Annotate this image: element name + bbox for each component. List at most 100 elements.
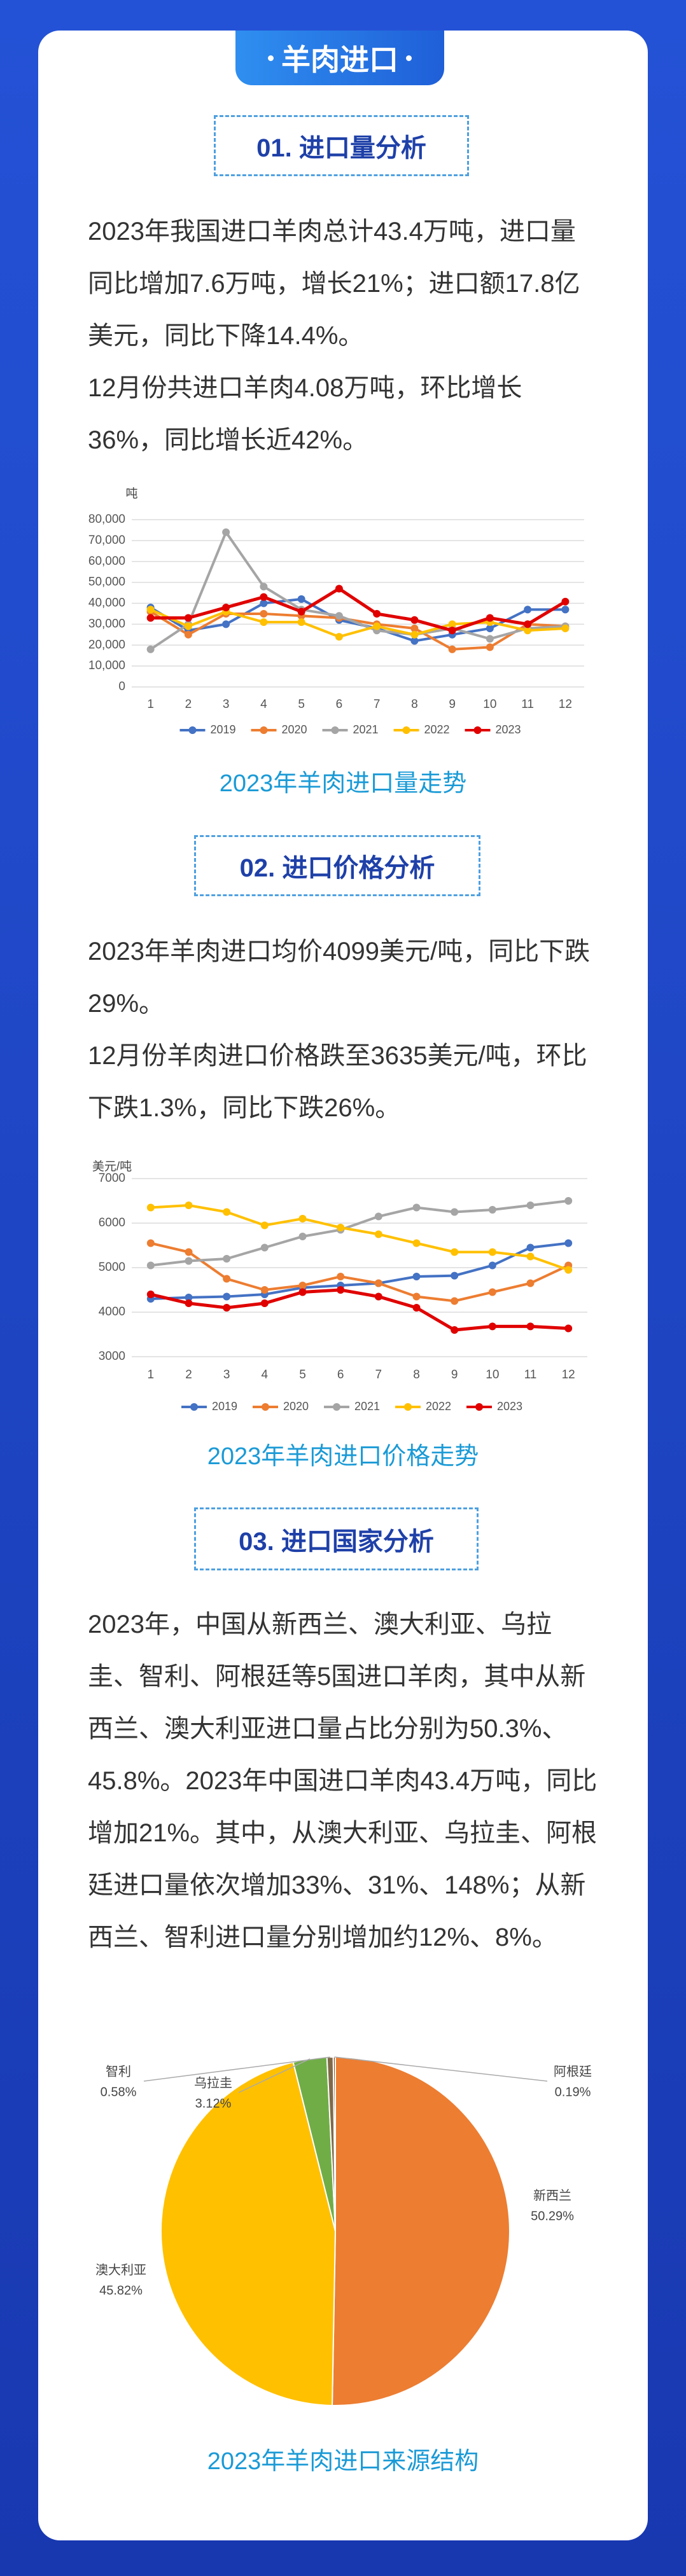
data-point xyxy=(410,630,419,639)
data-point xyxy=(410,637,419,645)
data-point xyxy=(297,618,305,627)
y-tick-label: 6000 xyxy=(99,1216,125,1229)
legend-label: 2023 xyxy=(496,723,521,736)
data-point xyxy=(185,1293,193,1301)
data-point xyxy=(260,1243,269,1252)
section-heading: 03. 进口国家分析 xyxy=(194,1507,479,1570)
y-tick-label: 0 xyxy=(118,680,125,693)
data-point xyxy=(561,597,570,606)
line-chart: 吨 0 10,000 20,000 30,000 40,000 50,000 60,000 70… xyxy=(88,487,584,736)
y-tick-label: 10,000 xyxy=(88,659,125,672)
data-point xyxy=(223,1255,231,1263)
chart-caption: 2023年羊肉进口量走势 xyxy=(219,770,467,797)
legend-label: 2020 xyxy=(282,723,307,736)
data-point xyxy=(184,614,192,622)
data-point xyxy=(486,643,494,651)
data-point xyxy=(184,622,192,630)
data-point xyxy=(185,1248,193,1256)
data-point xyxy=(185,1257,193,1265)
x-tick-label: 5 xyxy=(298,698,305,711)
data-point xyxy=(412,1239,421,1247)
page-title-text: 羊肉进口 xyxy=(281,43,398,76)
paragraph: 2023年我国进口羊肉总计43.4万吨，进口量同比增加7.6万吨，增长21%；进… xyxy=(88,218,580,350)
data-point xyxy=(448,645,456,653)
data-point xyxy=(526,1252,535,1261)
x-tick-label: 6 xyxy=(337,1368,344,1381)
x-tick-label: 6 xyxy=(336,698,343,711)
data-point xyxy=(410,616,419,624)
legend-marker xyxy=(188,726,197,734)
data-point xyxy=(260,1286,269,1294)
data-point xyxy=(146,614,155,622)
data-point xyxy=(185,1201,193,1209)
data-point xyxy=(337,1273,345,1280)
data-point xyxy=(335,612,343,620)
series-line xyxy=(150,1242,569,1300)
data-point xyxy=(524,620,532,628)
data-point xyxy=(297,595,305,603)
data-point xyxy=(526,1322,535,1331)
data-point xyxy=(410,624,419,632)
data-point xyxy=(374,1292,382,1301)
data-point xyxy=(184,630,192,639)
data-point xyxy=(488,1206,496,1214)
leader-line xyxy=(143,2056,330,2082)
data-point xyxy=(374,1212,382,1221)
data-point xyxy=(374,1230,382,1238)
y-axis-unit: 美元/吨 xyxy=(92,1160,132,1174)
y-tick-label: 70,000 xyxy=(88,534,125,547)
data-point xyxy=(223,1208,231,1216)
slice-value-label: 45.82% xyxy=(99,2283,143,2297)
data-point xyxy=(146,1261,155,1270)
slice-label: 阿根廷 xyxy=(554,2064,592,2079)
x-tick-label: 7 xyxy=(374,698,381,711)
slice-value-label: 0.19% xyxy=(555,2085,591,2099)
data-point xyxy=(488,1288,496,1296)
y-tick-label: 4000 xyxy=(99,1305,125,1319)
data-point xyxy=(488,1248,496,1256)
y-tick-label: 20,000 xyxy=(88,638,125,651)
data-point xyxy=(486,624,494,632)
y-tick-label: 40,000 xyxy=(88,597,125,610)
series-line xyxy=(150,529,566,651)
legend-marker xyxy=(404,1403,412,1411)
slice-label: 新西兰 xyxy=(533,2188,571,2203)
y-tick-label: 5000 xyxy=(99,1261,125,1274)
y-tick-label: 80,000 xyxy=(88,513,125,526)
data-point xyxy=(412,1203,421,1212)
data-point xyxy=(524,627,532,635)
pie-chart: 新西兰 50.29% 澳大利亚 45.82% 乌拉圭 3.12% 智利 0.58% 阿根廷 0.1… xyxy=(95,2056,592,2406)
x-tick-label: 4 xyxy=(260,698,267,711)
chart-caption: 2023年羊肉进口价格走势 xyxy=(207,1443,479,1470)
data-point xyxy=(526,1243,535,1252)
data-point xyxy=(448,620,456,628)
series-line xyxy=(150,1200,569,1267)
legend-marker xyxy=(475,1403,483,1411)
data-point xyxy=(223,1292,231,1301)
data-point xyxy=(451,1271,459,1280)
slice-label: 乌拉圭 xyxy=(194,2075,232,2090)
x-tick-label: 10 xyxy=(483,698,496,711)
legend-marker xyxy=(260,726,268,734)
section-heading: 02. 进口价格分析 xyxy=(194,835,480,896)
legend-label: 2020 xyxy=(283,1400,309,1413)
legend-marker xyxy=(262,1403,269,1411)
data-point xyxy=(451,1297,459,1305)
leader-line xyxy=(238,2058,311,2093)
data-point xyxy=(526,1279,535,1287)
data-point xyxy=(451,1248,459,1256)
paragraph: 2023年，中国从新西兰、澳大利亚、乌拉圭、智利、阿根廷等5国进口羊肉，其中从新… xyxy=(88,1610,598,1951)
data-point xyxy=(146,1239,155,1247)
data-point xyxy=(335,585,343,593)
series-line xyxy=(150,1242,570,1303)
legend-marker xyxy=(190,1403,198,1411)
data-point xyxy=(488,1322,496,1331)
data-point xyxy=(223,1275,231,1283)
x-tick-label: 9 xyxy=(451,1368,458,1381)
paragraph: 12月份共进口羊肉4.08万吨，环比增长36%，同比增长近42%。 xyxy=(88,374,522,454)
data-point xyxy=(260,618,268,627)
data-point xyxy=(335,633,343,641)
data-point xyxy=(564,1239,573,1247)
